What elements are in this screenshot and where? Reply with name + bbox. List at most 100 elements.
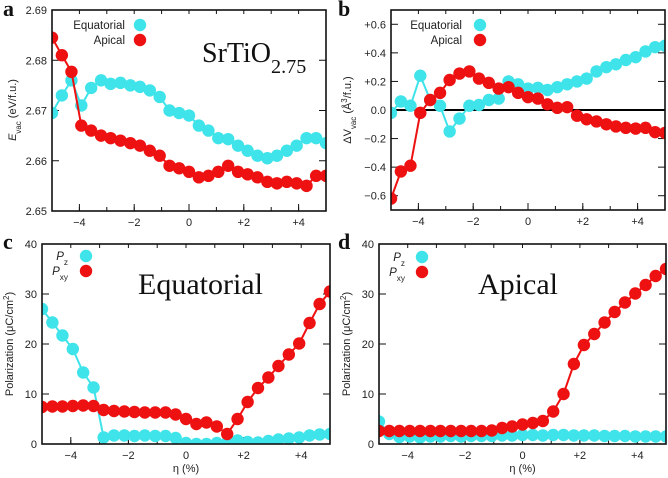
data-point <box>192 119 206 132</box>
data-point <box>547 405 560 418</box>
data-point <box>379 415 386 428</box>
data-point <box>290 139 303 152</box>
data-point <box>148 406 162 419</box>
y-tick-label: −0.4 <box>364 162 386 174</box>
series-1 <box>42 285 330 441</box>
data-point <box>526 428 540 442</box>
data-point <box>231 434 244 444</box>
x-tick-label: −4 <box>412 216 425 228</box>
x-tick-label: +2 <box>238 217 251 229</box>
data-point <box>659 262 666 276</box>
data-point <box>192 171 206 184</box>
data-point <box>404 99 417 112</box>
data-point <box>649 269 662 283</box>
data-point <box>567 357 581 371</box>
data-point <box>391 192 398 205</box>
data-point <box>482 76 496 90</box>
panel-letter: c <box>3 229 13 254</box>
series-1 <box>379 262 666 438</box>
data-point <box>434 424 447 438</box>
data-point <box>290 177 303 190</box>
label-part: vac <box>349 117 358 129</box>
legend-marker <box>415 265 429 279</box>
label-part: E <box>7 133 19 141</box>
x-tick-label: 0 <box>186 217 192 229</box>
data-point <box>541 83 554 97</box>
data-point <box>323 427 330 441</box>
label-part: (Å <box>341 102 354 117</box>
data-point <box>588 327 601 341</box>
y-tick-label: 2.69 <box>26 5 47 17</box>
data-point <box>75 119 88 132</box>
data-point <box>241 168 254 181</box>
data-point <box>492 92 505 105</box>
data-point <box>76 366 90 379</box>
data-point <box>557 387 570 401</box>
data-point <box>521 82 535 95</box>
plot-frame <box>51 9 327 212</box>
label-part: Apical <box>478 268 558 301</box>
data-point <box>319 169 326 183</box>
label-part: Equatorial <box>410 20 462 32</box>
series-1 <box>391 65 665 205</box>
x-tick-label: −2 <box>459 450 472 462</box>
data-point <box>423 93 437 107</box>
data-point <box>221 159 235 172</box>
x-tick-label: −2 <box>122 450 135 462</box>
data-point <box>231 165 245 179</box>
label-part: (eV/f.u.) <box>7 79 19 121</box>
data-point <box>282 432 296 444</box>
x-tick-label: +2 <box>574 450 587 462</box>
data-point <box>202 124 215 137</box>
data-point <box>138 429 152 442</box>
data-point <box>609 120 623 133</box>
data-point <box>87 381 100 394</box>
data-point <box>453 67 466 80</box>
series-0 <box>42 302 330 444</box>
label-part: P <box>52 266 60 278</box>
y-tick-label: 10 <box>25 389 37 401</box>
data-point <box>570 75 584 88</box>
data-point <box>648 125 662 139</box>
data-point <box>172 162 186 175</box>
data-point <box>475 424 488 438</box>
y-tick-label: 40 <box>362 239 374 251</box>
data-point <box>76 399 90 412</box>
data-point <box>114 76 127 90</box>
data-point <box>502 80 515 94</box>
data-point <box>66 342 80 356</box>
data-point <box>231 139 245 152</box>
data-point <box>541 98 554 111</box>
y-tick-label: 2.68 <box>26 55 47 67</box>
data-point <box>55 49 69 62</box>
x-tick-label: 0 <box>183 450 189 462</box>
data-point <box>608 305 621 319</box>
data-point <box>511 86 525 100</box>
data-point <box>547 428 560 442</box>
data-point <box>629 50 642 64</box>
data-point <box>159 429 172 443</box>
data-point <box>658 39 665 52</box>
data-point <box>580 72 593 85</box>
data-point <box>379 424 386 438</box>
y-tick-label: +0.4 <box>364 48 386 60</box>
data-point <box>272 359 285 373</box>
data-point <box>391 106 398 120</box>
data-point <box>153 149 166 162</box>
data-point <box>84 124 98 137</box>
x-tick-label: +4 <box>631 216 644 228</box>
data-point <box>309 169 323 183</box>
data-point <box>97 431 110 444</box>
y-tick-label: 0 <box>368 439 374 451</box>
label-part: xy <box>397 274 406 283</box>
y-tick-label: 2.66 <box>26 156 47 168</box>
data-point <box>210 420 224 433</box>
label-part: SrTiO <box>202 38 271 69</box>
data-point <box>464 424 478 438</box>
data-point <box>251 171 264 184</box>
data-point <box>505 429 519 442</box>
data-point <box>270 177 284 190</box>
label-part: /f.u.) <box>342 76 354 98</box>
